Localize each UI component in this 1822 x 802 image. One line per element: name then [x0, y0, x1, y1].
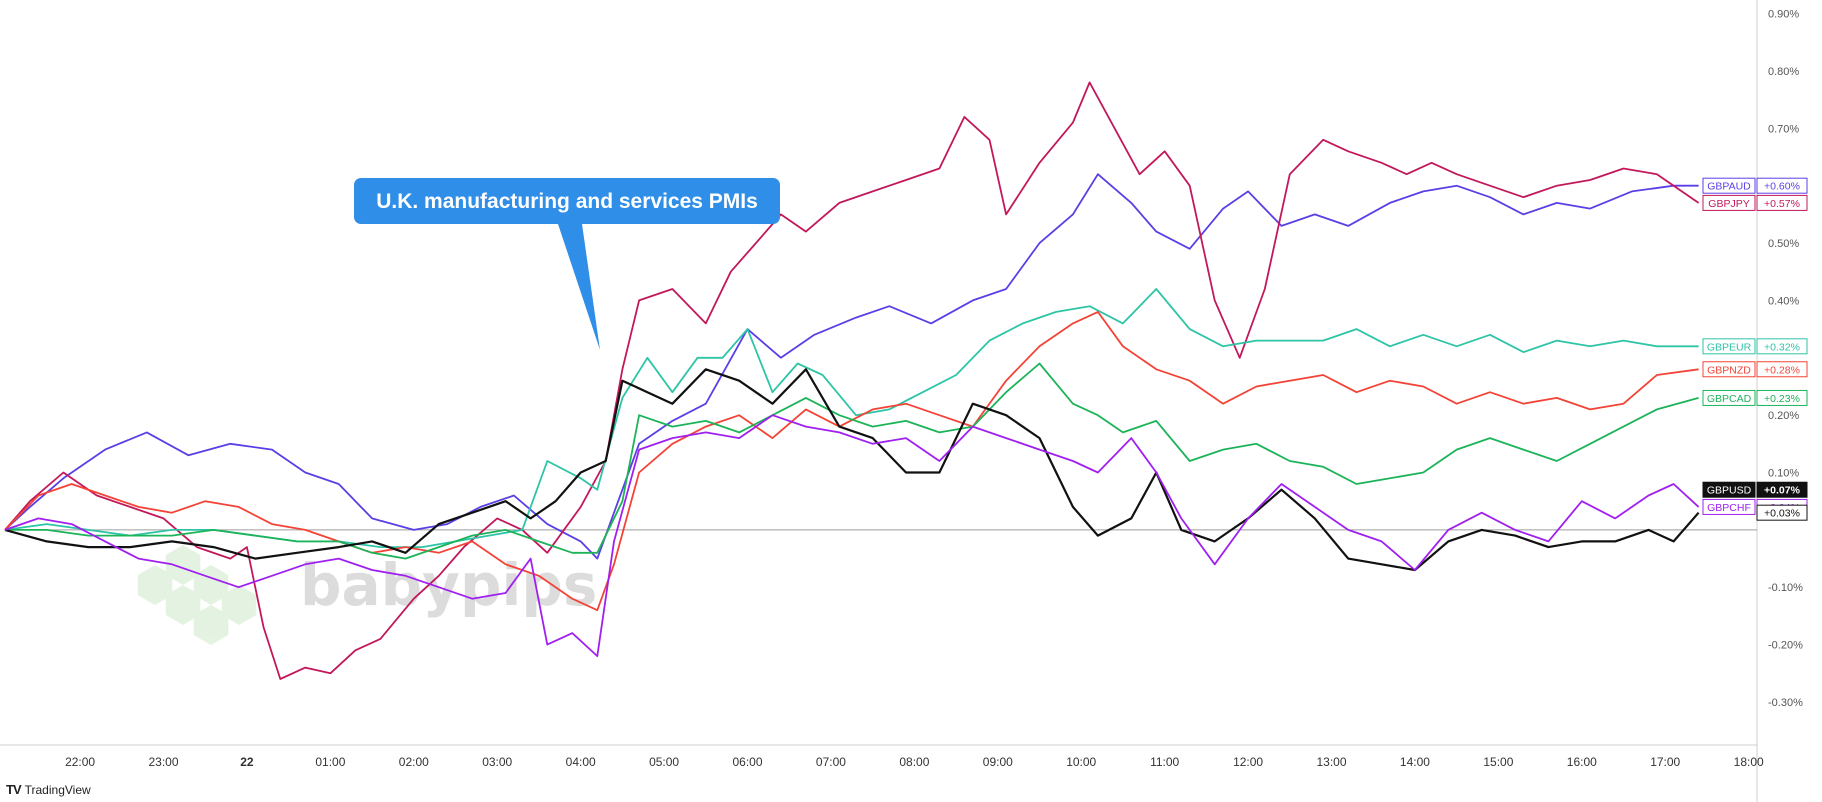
- series-line-gbpeur: [4, 288, 1699, 548]
- y-tick-label: 0.80%: [1768, 66, 1799, 78]
- watermark-hex-icon: [221, 585, 257, 625]
- x-tick-label: 09:00: [983, 755, 1013, 769]
- series-name-tag: [1702, 194, 1756, 211]
- y-tick-label: 0.50%: [1768, 238, 1799, 250]
- x-tick-label: 16:00: [1567, 755, 1597, 769]
- series-name-tag: [1702, 338, 1756, 355]
- x-tick-label: 10:00: [1066, 755, 1096, 769]
- x-tick-label: 05:00: [649, 755, 679, 769]
- series-value-label: +0.32%: [1764, 341, 1800, 353]
- x-tick-label: 04:00: [566, 755, 596, 769]
- series-line-gbpcad: [5, 362, 1699, 560]
- series-value-label: +0.57%: [1764, 198, 1800, 210]
- x-tick-label: 03:00: [482, 755, 512, 769]
- y-tick-label: 0.70%: [1768, 123, 1799, 135]
- series-value-label: +0.28%: [1764, 364, 1800, 376]
- watermark-hex-icon: [165, 545, 201, 585]
- y-tick-label: 0.10%: [1768, 468, 1799, 480]
- x-tick-label: 08:00: [899, 755, 929, 769]
- x-tick-label: 12:00: [1233, 755, 1263, 769]
- x-tick-label: 07:00: [816, 755, 846, 769]
- series-line-gbpnzd: [4, 311, 1699, 612]
- y-tick-label: 0.20%: [1768, 410, 1799, 422]
- annotation-box: [354, 178, 780, 224]
- x-tick-label: 02:00: [399, 755, 429, 769]
- x-tick-label: 17:00: [1650, 755, 1680, 769]
- series-value-label: +0.23%: [1764, 393, 1800, 405]
- series-name-tag: [1702, 389, 1756, 406]
- series-name-label: GBPAUD: [1707, 181, 1751, 193]
- series-value-tag: [1756, 177, 1808, 194]
- series-name-label: GBPEUR: [1707, 341, 1752, 353]
- series-name-label: GBPUSD: [1707, 485, 1752, 497]
- x-tick-label: 14:00: [1400, 755, 1430, 769]
- annotation-pointer: [558, 224, 600, 350]
- x-tick-label: 15:00: [1483, 755, 1513, 769]
- x-tick-label: 23:00: [148, 755, 178, 769]
- x-tick-label: 22: [240, 755, 254, 769]
- y-tick-label: -0.30%: [1768, 697, 1803, 709]
- series-name-label: GBPNZD: [1707, 364, 1751, 376]
- y-tick-label: 0.90%: [1768, 9, 1799, 21]
- baseline-value-tag: [1756, 504, 1808, 521]
- series-value-label: +0.07%: [1764, 485, 1801, 497]
- y-tick-label: -0.20%: [1768, 640, 1803, 652]
- series-line-gbpjpy: [4, 81, 1700, 680]
- x-tick-label: 18:00: [1734, 755, 1764, 769]
- series-value-tag: [1756, 481, 1808, 498]
- x-tick-label: 13:00: [1316, 755, 1346, 769]
- series-name-tag: [1702, 498, 1756, 515]
- series-name-tag: [1702, 481, 1756, 498]
- watermark-hex-icon: [193, 605, 229, 645]
- series-value-tag: [1756, 361, 1808, 378]
- watermark: [137, 545, 257, 645]
- series-value-tag: [1756, 389, 1808, 406]
- y-tick-label: -0.10%: [1768, 582, 1803, 594]
- x-tick-label: 11:00: [1150, 755, 1179, 769]
- watermark-hex-icon: [165, 585, 201, 625]
- series-name-tag: [1702, 361, 1756, 378]
- watermark-hex-icon: [137, 565, 173, 605]
- series-value-label: +0.60%: [1764, 181, 1800, 193]
- series-name-label: GBPCAD: [1707, 393, 1752, 405]
- tradingview-logo-icon: TV: [6, 782, 22, 797]
- y-tick-label: 0.40%: [1768, 295, 1799, 307]
- annotation-text: U.K. manufacturing and services PMIs: [376, 190, 758, 213]
- series-name-tag: [1702, 177, 1756, 194]
- series-name-label: GBPCHF: [1707, 502, 1751, 514]
- series-value-tag: [1756, 194, 1808, 211]
- series-value-tag: [1756, 338, 1808, 355]
- baseline-value-label: +0.03%: [1764, 508, 1800, 520]
- series-line-gbpchf: [4, 414, 1700, 657]
- tradingview-label: TradingView: [24, 782, 91, 797]
- series-line-gbpaud: [4, 173, 1699, 560]
- series-line-gbpusd: [4, 368, 1700, 572]
- x-tick-label: 22:00: [65, 755, 95, 769]
- series-name-label: GBPJPY: [1708, 198, 1749, 210]
- x-tick-label: 06:00: [732, 755, 762, 769]
- x-tick-label: 01:00: [315, 755, 345, 769]
- tradingview-brand[interactable]: TV TradingView: [6, 782, 91, 797]
